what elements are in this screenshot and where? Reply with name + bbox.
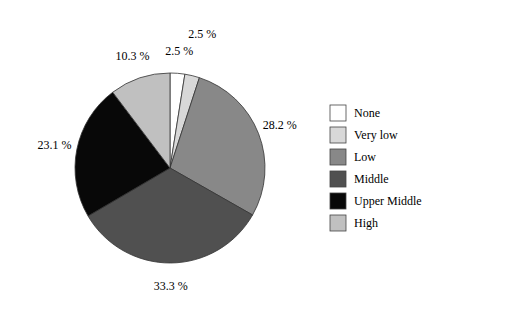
legend-swatch [330,171,346,187]
legend-label: Middle [354,172,389,186]
legend-swatch [330,193,346,209]
data-label: 33.3 % [154,279,188,293]
data-label: 2.5 % [188,27,216,41]
legend: None Very low Low Middle Upper Middle High [330,105,422,231]
data-label: 23.1 % [37,138,71,152]
legend-label: Low [354,150,376,164]
legend-label: Very low [354,128,398,142]
legend-label: Upper Middle [354,194,422,208]
data-label: 2.5 % [165,44,193,58]
legend-swatch [330,215,346,231]
legend-swatch [330,149,346,165]
slices [75,73,265,263]
chart: 2.5 % 2.5 % 28.2 % 33.3 % 23.1 % 10.3 % None Ve… [0,0,511,330]
pie-slice [113,73,170,168]
data-labels: 2.5 % 2.5 % 28.2 % 33.3 % 23.1 % 10.3 % [37,27,296,293]
data-label: 10.3 % [116,49,150,63]
legend-swatch [330,127,346,143]
data-label: 28.2 % [263,118,297,132]
legend-label: High [354,216,378,230]
legend-label: None [354,106,380,120]
legend-swatch [330,105,346,121]
